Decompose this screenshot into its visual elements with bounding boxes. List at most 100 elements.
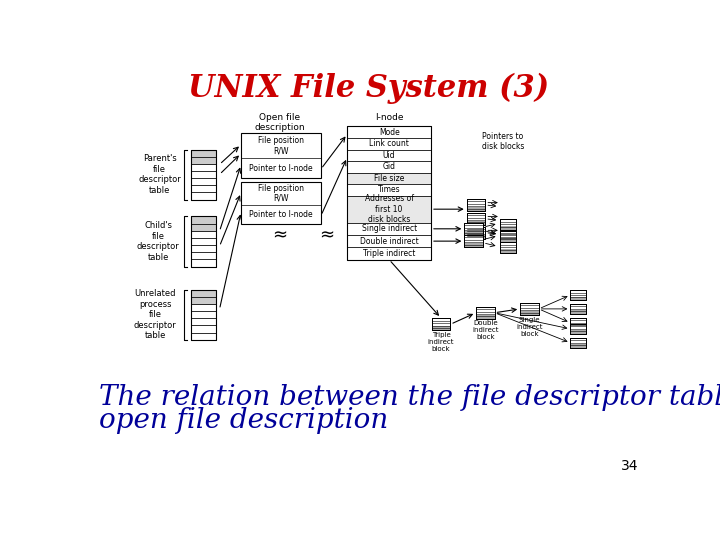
- Text: Triple
indirect
block: Triple indirect block: [428, 332, 454, 352]
- Bar: [467, 226, 485, 239]
- Bar: [432, 318, 451, 330]
- Bar: [500, 226, 516, 230]
- Bar: [347, 222, 431, 235]
- Bar: [347, 184, 431, 195]
- Text: File position
R/W: File position R/W: [258, 136, 304, 155]
- Bar: [191, 326, 215, 333]
- Bar: [191, 217, 215, 224]
- Bar: [347, 195, 431, 222]
- Bar: [500, 219, 516, 230]
- Bar: [191, 164, 215, 171]
- Bar: [191, 259, 215, 267]
- Bar: [191, 150, 215, 200]
- Text: Times: Times: [378, 185, 400, 194]
- Text: Triple indirect: Triple indirect: [363, 249, 415, 258]
- Text: Single indirect: Single indirect: [361, 224, 417, 233]
- Bar: [191, 217, 215, 267]
- Bar: [500, 238, 516, 242]
- Bar: [347, 126, 431, 138]
- Text: Addresses of
first 10
disk blocks: Addresses of first 10 disk blocks: [364, 194, 414, 224]
- Text: Pointer to I-node: Pointer to I-node: [249, 164, 313, 173]
- Bar: [500, 237, 516, 240]
- Bar: [464, 222, 483, 235]
- Bar: [432, 326, 451, 330]
- Text: File size: File size: [374, 174, 405, 183]
- Bar: [500, 219, 516, 230]
- Bar: [464, 231, 483, 235]
- Bar: [241, 182, 321, 224]
- Text: Child's
file
descriptor
table: Child's file descriptor table: [137, 221, 179, 261]
- Text: Open file
description: Open file description: [255, 112, 305, 132]
- Bar: [570, 304, 586, 314]
- Bar: [464, 235, 483, 247]
- Bar: [467, 213, 485, 225]
- Bar: [347, 235, 431, 247]
- Bar: [570, 324, 586, 334]
- Bar: [467, 199, 485, 211]
- Bar: [347, 138, 431, 150]
- Bar: [570, 290, 586, 300]
- Bar: [464, 235, 483, 247]
- Bar: [520, 303, 539, 315]
- Bar: [432, 318, 451, 330]
- Bar: [191, 238, 215, 245]
- Bar: [191, 192, 215, 200]
- Text: Parent's
file
descriptor
table: Parent's file descriptor table: [138, 154, 181, 194]
- Text: Pointers to
disk blocks: Pointers to disk blocks: [482, 132, 525, 151]
- Bar: [476, 307, 495, 319]
- Bar: [464, 243, 483, 247]
- Bar: [467, 234, 485, 239]
- Text: Double
indirect
block: Double indirect block: [472, 320, 498, 340]
- Bar: [520, 303, 539, 315]
- Bar: [467, 226, 485, 239]
- Text: ≈: ≈: [272, 227, 287, 245]
- Text: UNIX File System (3): UNIX File System (3): [189, 72, 549, 104]
- Text: I-node: I-node: [375, 112, 403, 122]
- Bar: [191, 150, 215, 157]
- Bar: [191, 245, 215, 252]
- Text: open file description: open file description: [99, 408, 389, 435]
- Bar: [191, 231, 215, 238]
- Bar: [500, 249, 516, 253]
- Bar: [500, 230, 516, 240]
- Bar: [570, 338, 586, 348]
- Text: Double indirect: Double indirect: [360, 237, 418, 246]
- Bar: [570, 318, 586, 328]
- Bar: [347, 161, 431, 173]
- Text: Single
indirect
block: Single indirect block: [516, 316, 543, 336]
- Bar: [191, 289, 215, 297]
- Bar: [347, 247, 431, 260]
- Bar: [476, 315, 495, 319]
- Text: File position
R/W: File position R/W: [258, 184, 304, 203]
- Bar: [476, 307, 495, 319]
- Text: Pointer to I-node: Pointer to I-node: [249, 211, 313, 219]
- Bar: [467, 213, 485, 225]
- Bar: [347, 150, 431, 161]
- Bar: [570, 318, 586, 328]
- Bar: [520, 310, 539, 315]
- Text: Link count: Link count: [369, 139, 409, 148]
- Text: ≈: ≈: [319, 227, 334, 245]
- Bar: [570, 344, 586, 348]
- Bar: [570, 296, 586, 300]
- Bar: [570, 304, 586, 314]
- Bar: [570, 310, 586, 314]
- Bar: [500, 242, 516, 253]
- Bar: [500, 232, 516, 242]
- Bar: [467, 199, 485, 211]
- Bar: [191, 252, 215, 259]
- Bar: [347, 173, 431, 184]
- Bar: [500, 242, 516, 253]
- Bar: [500, 232, 516, 242]
- Bar: [191, 333, 215, 340]
- Bar: [191, 304, 215, 311]
- Text: Unrelated
process
file
descriptor
table: Unrelated process file descriptor table: [134, 289, 176, 340]
- Bar: [570, 324, 586, 334]
- Bar: [464, 222, 483, 235]
- Text: Gid: Gid: [382, 163, 396, 171]
- Bar: [191, 224, 215, 231]
- Bar: [191, 178, 215, 185]
- Bar: [467, 221, 485, 225]
- Bar: [467, 207, 485, 211]
- Text: Uid: Uid: [383, 151, 395, 160]
